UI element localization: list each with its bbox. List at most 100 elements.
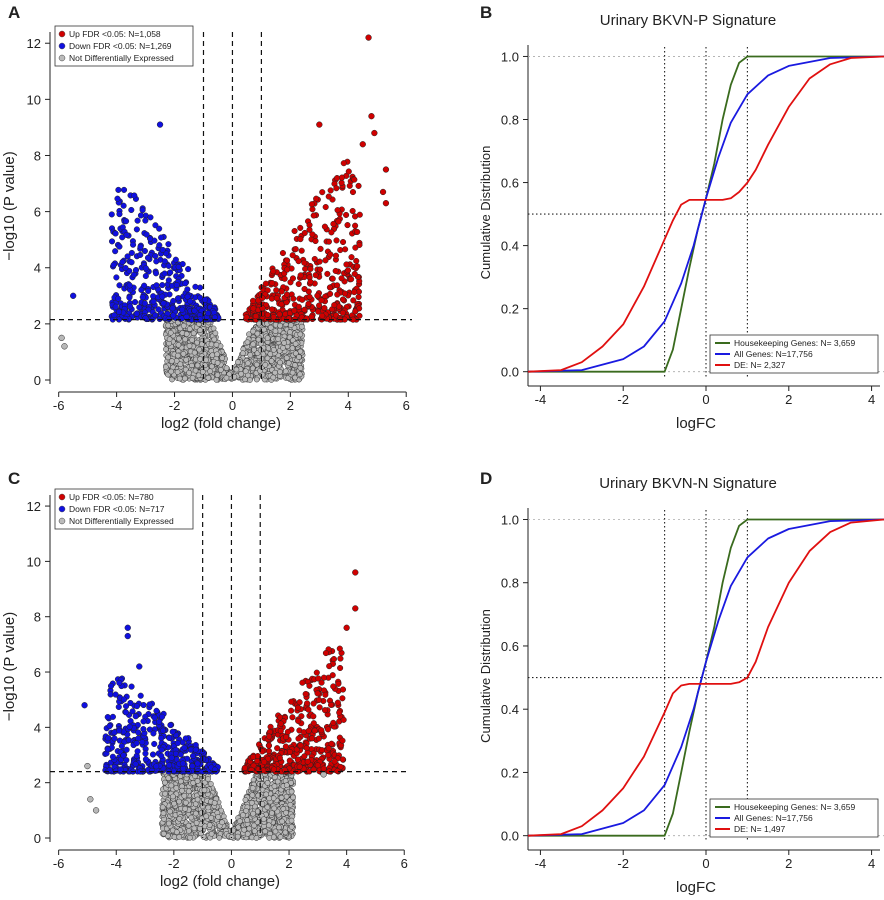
up-point bbox=[340, 160, 347, 167]
ns-point bbox=[183, 356, 190, 363]
x-tick-label: 4 bbox=[343, 856, 350, 871]
up-point bbox=[348, 276, 355, 283]
up-point bbox=[327, 251, 334, 258]
down-point bbox=[140, 726, 147, 733]
down-point bbox=[156, 242, 163, 249]
ns-point bbox=[263, 791, 270, 798]
down-point bbox=[148, 767, 155, 774]
down-point bbox=[121, 186, 128, 193]
y-tick-label: 1.0 bbox=[501, 49, 519, 64]
down-point bbox=[189, 763, 196, 770]
up-point bbox=[354, 228, 361, 235]
up-point bbox=[317, 266, 324, 273]
legend-box bbox=[54, 25, 194, 67]
x-tick-label: 0 bbox=[229, 398, 236, 413]
legend-label: Not Differentially Expressed bbox=[69, 516, 174, 526]
up-point bbox=[317, 245, 324, 252]
ns-point bbox=[245, 360, 251, 367]
up-point bbox=[273, 295, 280, 302]
down-point bbox=[128, 206, 135, 214]
down-point bbox=[137, 212, 145, 219]
down-point bbox=[202, 296, 209, 303]
ns-point bbox=[260, 816, 267, 823]
y-tick-label: 0.6 bbox=[501, 639, 519, 654]
up-point bbox=[295, 735, 302, 742]
up-point bbox=[328, 740, 335, 747]
up-point bbox=[314, 762, 321, 769]
ns-point bbox=[189, 337, 195, 343]
up-point bbox=[330, 656, 337, 663]
up-point bbox=[321, 707, 329, 714]
ns-point bbox=[288, 322, 294, 328]
ns-point bbox=[186, 326, 193, 332]
down-point bbox=[189, 752, 197, 760]
y-tick-label: 0.8 bbox=[501, 576, 519, 591]
down-point bbox=[132, 713, 139, 720]
ns-point bbox=[296, 354, 302, 360]
down-point bbox=[115, 295, 122, 302]
down-point bbox=[152, 270, 160, 277]
legend-swatch bbox=[58, 505, 66, 513]
up-point bbox=[341, 290, 348, 297]
down-point bbox=[159, 713, 166, 720]
up-point bbox=[318, 679, 325, 686]
up-point bbox=[331, 758, 338, 765]
down-point bbox=[132, 761, 139, 768]
ns-point bbox=[188, 814, 195, 821]
down-point bbox=[161, 258, 168, 265]
down-point bbox=[119, 258, 126, 266]
ns-point bbox=[195, 372, 202, 379]
ns-point bbox=[249, 792, 256, 799]
ns-point bbox=[254, 330, 261, 337]
up-point bbox=[325, 752, 332, 759]
outlier-point bbox=[368, 113, 375, 120]
ns-point bbox=[196, 346, 203, 353]
ns-point bbox=[236, 818, 243, 825]
y-axis-label: Cumulative Distribution bbox=[478, 146, 493, 280]
down-point bbox=[192, 746, 199, 753]
up-point bbox=[303, 745, 310, 752]
up-point bbox=[352, 308, 359, 315]
y-tick-label: 0.8 bbox=[501, 113, 519, 128]
legend-swatch bbox=[58, 517, 66, 525]
up-point bbox=[338, 275, 345, 282]
up-point bbox=[339, 695, 346, 702]
x-tick-label: -4 bbox=[535, 392, 547, 407]
up-point bbox=[265, 747, 272, 755]
up-point bbox=[334, 291, 341, 298]
up-point bbox=[297, 272, 304, 279]
ns-point bbox=[251, 828, 258, 834]
ns-point bbox=[216, 834, 223, 841]
ns-point bbox=[203, 813, 210, 820]
down-point bbox=[120, 202, 127, 209]
ns-point bbox=[235, 359, 241, 365]
up-point bbox=[269, 280, 276, 287]
up-point bbox=[250, 753, 257, 761]
ns-point bbox=[185, 788, 192, 795]
up-point bbox=[305, 300, 312, 307]
down-point bbox=[182, 280, 189, 287]
ns-point bbox=[290, 794, 296, 801]
ns-point bbox=[287, 801, 294, 808]
x-tick-label: -4 bbox=[111, 398, 123, 413]
up-point bbox=[314, 690, 321, 697]
up-point bbox=[284, 257, 291, 264]
ns-point bbox=[214, 351, 220, 358]
down-point bbox=[136, 304, 143, 311]
up-point bbox=[315, 696, 323, 703]
ns-point bbox=[283, 782, 290, 789]
up-point bbox=[336, 645, 343, 652]
ns-point bbox=[209, 352, 216, 359]
ns-point bbox=[276, 824, 282, 831]
legend-label: Housekeeping Genes: N= 3,659 bbox=[734, 802, 855, 812]
up-point bbox=[320, 765, 327, 772]
down-point bbox=[126, 282, 133, 289]
down-point bbox=[150, 293, 157, 300]
ns-point bbox=[197, 327, 203, 334]
ns-point bbox=[182, 375, 188, 382]
up-point bbox=[279, 250, 286, 257]
ns-point bbox=[176, 834, 183, 840]
ns-point bbox=[231, 373, 238, 380]
ns-point bbox=[282, 368, 289, 375]
ns-point bbox=[277, 322, 283, 329]
